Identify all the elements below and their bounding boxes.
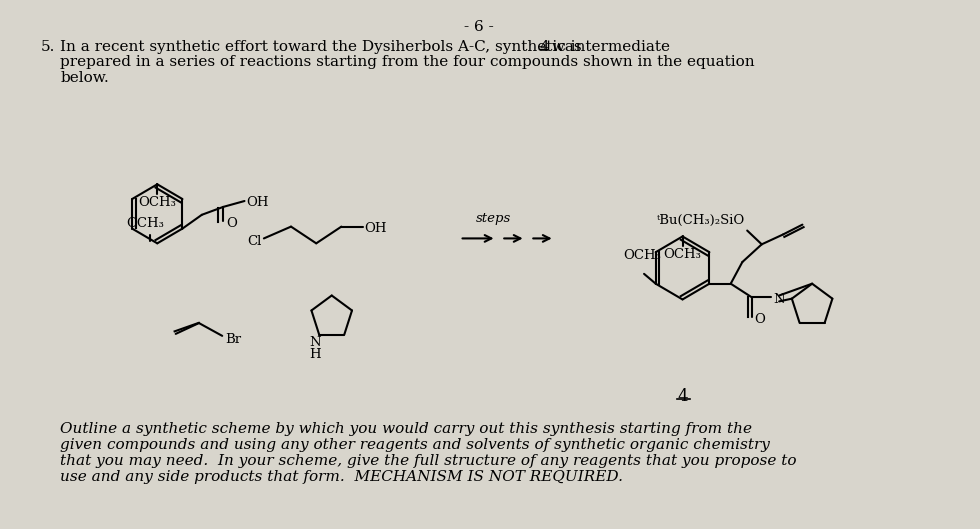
- Text: Outline a synthetic scheme by which you would carry out this synthesis starting : Outline a synthetic scheme by which you …: [61, 423, 753, 436]
- Text: Br: Br: [225, 333, 241, 346]
- Text: that you may need.  In your scheme, give the full structure of any reagents that: that you may need. In your scheme, give …: [61, 454, 797, 468]
- Text: given compounds and using any other reagents and solvents of synthetic organic c: given compounds and using any other reag…: [61, 438, 770, 452]
- Text: steps: steps: [476, 212, 512, 225]
- Text: OCH₃: OCH₃: [138, 196, 176, 209]
- Text: 4: 4: [539, 40, 549, 53]
- Text: OCH₃: OCH₃: [623, 249, 662, 262]
- Text: below.: below.: [61, 71, 109, 85]
- Text: prepared in a series of reactions starting from the four compounds shown in the : prepared in a series of reactions starti…: [61, 56, 755, 69]
- Text: OH: OH: [365, 222, 387, 235]
- Text: O: O: [754, 313, 764, 326]
- Text: N: N: [773, 293, 785, 306]
- Text: H: H: [310, 348, 321, 361]
- Text: O: O: [226, 217, 237, 230]
- Text: was: was: [547, 40, 581, 53]
- Text: 4: 4: [677, 388, 688, 405]
- Text: OCH₃: OCH₃: [126, 216, 165, 230]
- Text: In a recent synthetic effort toward the Dysiherbols A-C, synthetic intermediate: In a recent synthetic effort toward the …: [61, 40, 675, 53]
- Text: use and any side products that form.  MECHANISM IS NOT REQUIRED.: use and any side products that form. MEC…: [61, 470, 623, 484]
- Text: N: N: [310, 336, 321, 349]
- Text: - 6 -: - 6 -: [465, 20, 494, 34]
- Text: ᵗBu(CH₃)₂SiO: ᵗBu(CH₃)₂SiO: [657, 214, 745, 226]
- Text: 5.: 5.: [41, 40, 55, 53]
- Text: OCH₃: OCH₃: [663, 248, 702, 261]
- Text: OH: OH: [246, 196, 269, 208]
- Text: Cl: Cl: [248, 235, 262, 248]
